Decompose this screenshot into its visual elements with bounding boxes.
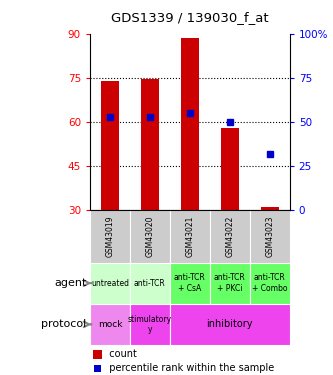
Text: GDS1339 / 139030_f_at: GDS1339 / 139030_f_at — [111, 11, 269, 24]
Text: anti-TCR
+ Combo: anti-TCR + Combo — [252, 273, 287, 293]
Text: anti-TCR
+ CsA: anti-TCR + CsA — [174, 273, 206, 293]
Text: anti-TCR: anti-TCR — [134, 279, 166, 288]
Bar — [250, 210, 290, 262]
Bar — [130, 304, 170, 345]
Bar — [250, 262, 290, 304]
Text: GSM43022: GSM43022 — [225, 216, 234, 257]
Text: agent: agent — [54, 278, 87, 288]
Text: GSM43020: GSM43020 — [145, 216, 155, 257]
Bar — [90, 262, 130, 304]
Text: anti-TCR
+ PKCi: anti-TCR + PKCi — [214, 273, 246, 293]
Bar — [90, 210, 130, 262]
Bar — [170, 304, 290, 345]
Bar — [261, 207, 279, 210]
Bar — [101, 81, 119, 210]
Text: protocol: protocol — [41, 320, 87, 329]
Text: inhibitory: inhibitory — [206, 320, 253, 329]
Bar — [170, 262, 210, 304]
Text: stimulatory
y: stimulatory y — [128, 315, 172, 334]
Bar — [170, 210, 210, 262]
Bar — [221, 128, 239, 210]
Bar — [130, 210, 170, 262]
Text: GSM43019: GSM43019 — [105, 216, 115, 257]
Text: GSM43023: GSM43023 — [265, 216, 274, 257]
Bar — [141, 79, 159, 210]
Bar — [130, 262, 170, 304]
Text: untreated: untreated — [91, 279, 129, 288]
Bar — [210, 210, 250, 262]
Bar — [90, 304, 130, 345]
Text: percentile rank within the sample: percentile rank within the sample — [103, 363, 274, 373]
Bar — [94, 364, 101, 372]
Bar — [210, 262, 250, 304]
Bar — [181, 38, 199, 210]
Text: mock: mock — [98, 320, 122, 329]
Text: count: count — [103, 350, 137, 359]
Text: GSM43021: GSM43021 — [185, 216, 194, 257]
